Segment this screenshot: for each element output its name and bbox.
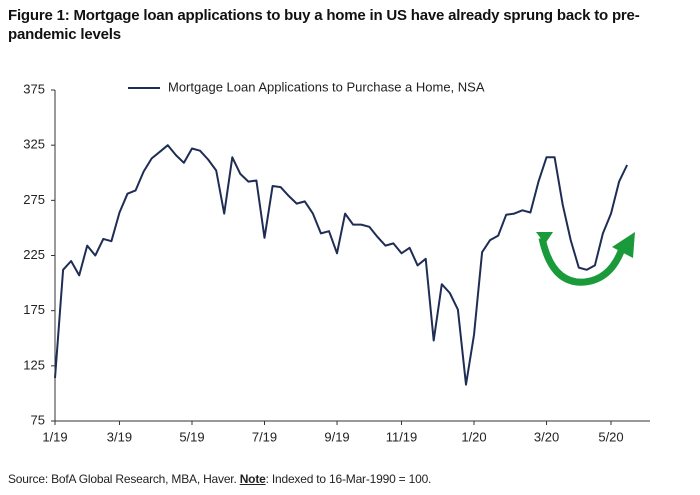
- x-tick-label: 5/19: [179, 429, 204, 444]
- note-label: Note: [239, 472, 266, 486]
- x-tick-label: 11/19: [386, 429, 418, 444]
- y-tick-label: 225: [23, 247, 45, 262]
- x-tick-label: 9/19: [324, 429, 349, 444]
- x-tick-label: 5/20: [598, 429, 623, 444]
- data-line: [54, 144, 629, 386]
- note: : Indexed to 16-Mar-1990 = 100.: [265, 472, 432, 486]
- legend-label: Mortgage Loan Applications to Purchase a…: [168, 79, 485, 94]
- x-tick-label: 3/19: [107, 429, 132, 444]
- y-tick-label: 125: [23, 357, 45, 372]
- x-tick-label: 1/20: [461, 429, 486, 444]
- x-tick-label: 1/19: [42, 429, 67, 444]
- chart-title: Figure 1: Mortgage loan applications to …: [8, 7, 640, 43]
- x-tick-label: 3/20: [534, 429, 559, 444]
- y-tick-label: 325: [23, 137, 45, 152]
- x-tick-label: 7/19: [252, 429, 277, 444]
- annotation-arrow: [536, 232, 635, 286]
- y-tick-label: 175: [23, 302, 45, 317]
- source-note: Source: BofA Global Research, MBA, Haver…: [8, 472, 431, 486]
- y-tick-label: 75: [31, 412, 45, 427]
- y-tick-label: 275: [23, 192, 45, 207]
- source: Source: BofA Global Research, MBA, Haver…: [8, 472, 237, 486]
- y-tick-label: 375: [23, 81, 45, 96]
